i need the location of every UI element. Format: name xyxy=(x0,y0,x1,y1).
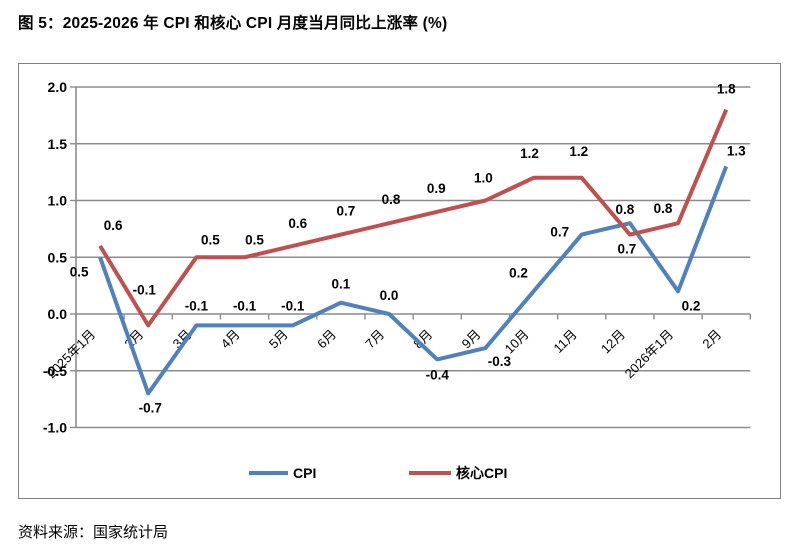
x-tick-label: 10月 xyxy=(502,327,532,357)
x-tick-label: 2月 xyxy=(699,327,724,352)
x-tick-label: 7月 xyxy=(362,327,387,352)
core-cpi-data-label: 0.8 xyxy=(654,201,673,216)
x-tick-label: 2025年1月 xyxy=(44,327,99,382)
cpi-data-label: 0.7 xyxy=(550,225,569,240)
core-cpi-data-label: 1.2 xyxy=(520,146,539,161)
x-tick-label-text: 2月 xyxy=(699,327,724,352)
cpi-data-label: -0.4 xyxy=(426,367,450,382)
core-cpi-data-label: 0.9 xyxy=(427,181,446,196)
x-tick-label-text: 11月 xyxy=(551,327,580,356)
y-tick-label: -0.5 xyxy=(43,363,67,379)
legend-core-cpi-label: 核心CPI xyxy=(456,465,507,481)
cpi-data-label: 0.0 xyxy=(380,288,399,303)
core-cpi-data-label: 0.8 xyxy=(382,192,401,207)
source-note: 资料来源：国家统计局 xyxy=(18,524,169,541)
core-cpi-data-label: 1.0 xyxy=(474,171,493,186)
x-tick-label-text: 12月 xyxy=(598,327,628,357)
cpi-data-label: 1.3 xyxy=(727,143,746,158)
core-cpi-data-label: 1.8 xyxy=(717,82,736,97)
chart-frame: 2.0 1.5 1.0 0.5 0.0 -0.5 -1.0 2025年1月 2月 3月 4月 5月 6月… xyxy=(18,63,781,499)
x-tick-label: 12月 xyxy=(598,327,628,357)
cpi-data-label: -0.1 xyxy=(185,298,209,313)
x-tick-label-text: 2026年1月 xyxy=(622,327,677,382)
core-cpi-data-label: 0.5 xyxy=(201,232,220,247)
cpi-data-label: 0.5 xyxy=(70,264,89,279)
legend-cpi-label: CPI xyxy=(293,465,316,481)
cpi-data-label: 0.8 xyxy=(615,202,634,217)
cpi-data-label: -0.3 xyxy=(488,354,512,369)
y-tick-label: 2.0 xyxy=(48,79,68,95)
cpi-data-label: -0.7 xyxy=(139,400,162,415)
core-cpi-data-label: 0.7 xyxy=(617,242,636,257)
core-cpi-data-label: 0.6 xyxy=(288,216,307,231)
x-tick-label-text: 10月 xyxy=(502,327,532,357)
x-tick-label: 5月 xyxy=(266,327,291,352)
x-tick-label-text: 6月 xyxy=(314,327,339,352)
core-cpi-data-label: 0.6 xyxy=(104,218,123,233)
x-tick-label: 11月 xyxy=(551,327,580,356)
x-tick-label-text: 7月 xyxy=(362,327,387,352)
core-cpi-data-label: 0.7 xyxy=(337,204,356,219)
core-cpi-line xyxy=(98,108,729,328)
y-tick-label: 1.0 xyxy=(48,193,68,209)
cpi-data-label: 0.1 xyxy=(332,277,351,292)
x-tick-label: 2026年1月 xyxy=(622,327,677,382)
core-cpi-data-label: 0.5 xyxy=(245,232,264,247)
y-tick-label: -1.0 xyxy=(43,420,67,436)
x-tick-label-text: 4月 xyxy=(218,327,243,352)
cpi-data-label: 0.2 xyxy=(509,265,528,280)
cpi-data-label: -0.1 xyxy=(233,298,257,313)
cpi-data-label: -0.1 xyxy=(281,298,305,313)
core-cpi-data-label: 1.2 xyxy=(569,144,588,159)
x-tick-label-text: 5月 xyxy=(266,327,291,352)
core-cpi-data-label: -0.1 xyxy=(133,282,157,297)
x-tick-label: 6月 xyxy=(314,327,339,352)
x-tick-label: 4月 xyxy=(218,327,243,352)
cpi-data-label: 0.2 xyxy=(682,298,701,313)
figure-title: 图 5：2025-2026 年 CPI 和核心 CPI 月度当月同比上涨率 (%… xyxy=(18,15,448,32)
x-tick-label-text: 2025年1月 xyxy=(44,327,99,382)
y-tick-label: 0.5 xyxy=(48,249,68,265)
y-tick-label: 0.0 xyxy=(48,306,68,322)
y-tick-label: 1.5 xyxy=(48,136,68,152)
